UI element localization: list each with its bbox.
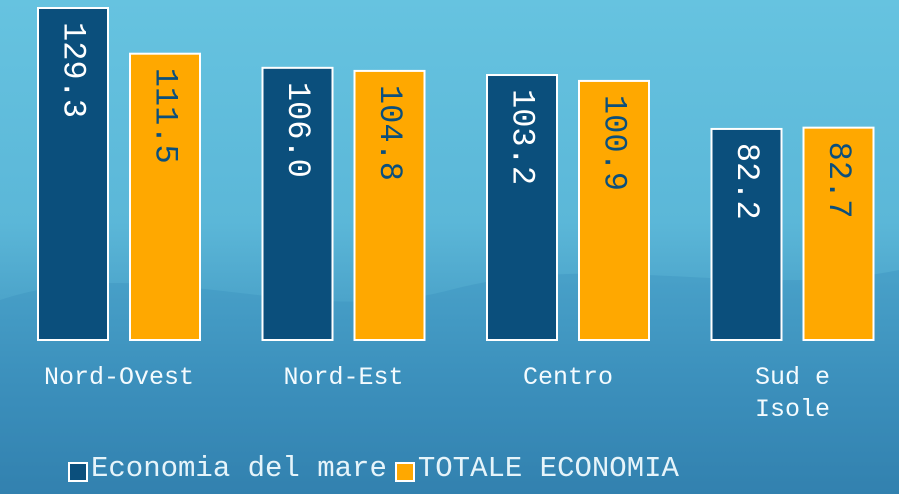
legend-label: Economia del mare bbox=[91, 452, 387, 485]
x-tick-label: Sud e Isole bbox=[733, 362, 853, 426]
legend-swatch bbox=[395, 462, 415, 482]
x-tick-label: Nord-Est bbox=[249, 362, 439, 394]
legend-swatch bbox=[68, 462, 88, 482]
x-tick-label: Nord-Ovest bbox=[24, 362, 214, 394]
value-label: 82.7 bbox=[820, 142, 857, 219]
x-tick-label: Centro bbox=[473, 362, 663, 394]
legend: Economia del mare TOTALE ECONOMIA bbox=[60, 452, 679, 485]
chart: 129.3 111.5 106.0 104.8 103.2 100.9 82.2 82.7 E… bbox=[0, 0, 899, 494]
value-label: 106.0 bbox=[279, 82, 316, 178]
value-label: 103.2 bbox=[504, 89, 541, 185]
value-label: 104.8 bbox=[371, 85, 408, 181]
legend-label: TOTALE ECONOMIA bbox=[418, 452, 679, 485]
value-label: 111.5 bbox=[147, 68, 184, 164]
value-label: 82.2 bbox=[728, 143, 765, 220]
value-label: 129.3 bbox=[55, 22, 92, 118]
value-label: 100.9 bbox=[596, 95, 633, 191]
